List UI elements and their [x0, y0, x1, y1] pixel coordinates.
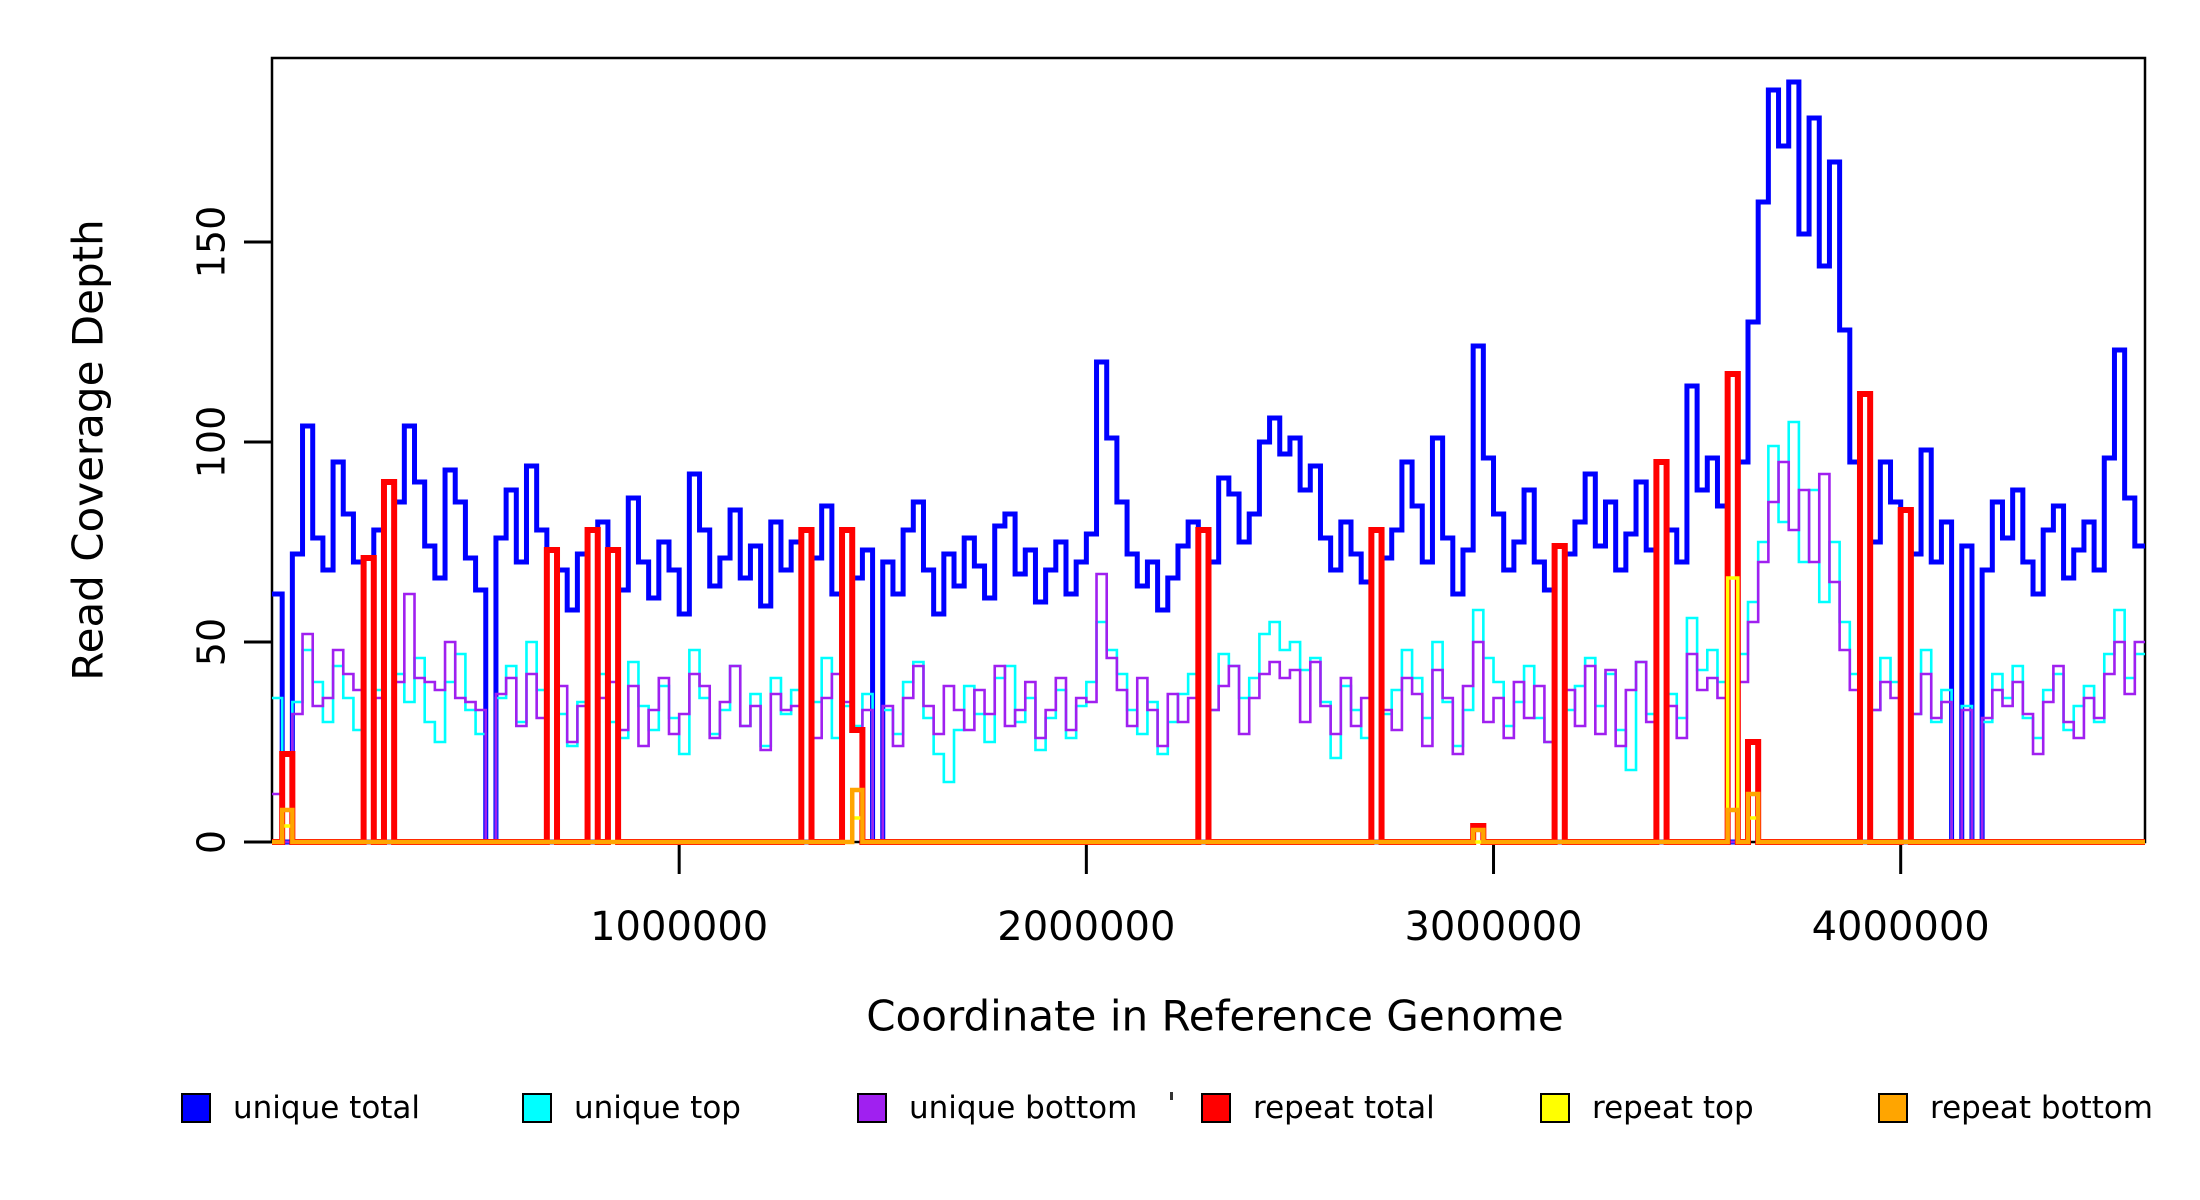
legend-item-unique-top: unique top: [522, 1090, 741, 1126]
legend-label: unique total: [233, 1090, 421, 1126]
legend-item-repeat-bottom: repeat bottom: [1878, 1090, 2153, 1126]
y-tick-label: 50: [190, 618, 234, 666]
legend-swatch-repeat-top: [1540, 1093, 1570, 1123]
y-axis-title: Read Coverage Depth: [63, 219, 113, 681]
legend-item-repeat-total: repeat total: [1201, 1090, 1435, 1126]
legend-label: unique bottom: [909, 1090, 1138, 1126]
x-tick-label: 1000000: [590, 904, 768, 950]
x-tick-label: 2000000: [997, 904, 1175, 950]
legend-swatch-repeat-bottom: [1878, 1093, 1908, 1123]
legend-swatch-repeat-total: [1201, 1093, 1231, 1123]
legend-label: repeat total: [1253, 1090, 1435, 1126]
legend-label: repeat bottom: [1930, 1090, 2154, 1126]
x-tick-label: 4000000: [1812, 904, 1990, 950]
y-tick-label: 150: [190, 206, 234, 279]
legend-swatch-unique-total: [181, 1093, 211, 1123]
legend-label: repeat top: [1592, 1090, 1754, 1126]
x-tick-label: 3000000: [1404, 904, 1582, 950]
legend-label: unique top: [574, 1090, 741, 1126]
legend-swatch-unique-bottom: [857, 1093, 887, 1123]
y-tick-label: 0: [190, 830, 234, 854]
y-tick-label: 100: [190, 406, 234, 479]
legend-item-repeat-top: repeat top: [1540, 1090, 1754, 1126]
legend-item-unique-bottom: unique bottom: [857, 1090, 1137, 1126]
legend-swatch-unique-top: [522, 1093, 552, 1123]
series-repeat-bottom: [272, 787, 2145, 845]
x-axis-title: Coordinate in Reference Genome: [866, 991, 1564, 1041]
legend-item-unique-total: unique total: [181, 1090, 420, 1126]
stray-mark: [1170, 1092, 1173, 1100]
series-repeat-total: [272, 371, 2145, 845]
